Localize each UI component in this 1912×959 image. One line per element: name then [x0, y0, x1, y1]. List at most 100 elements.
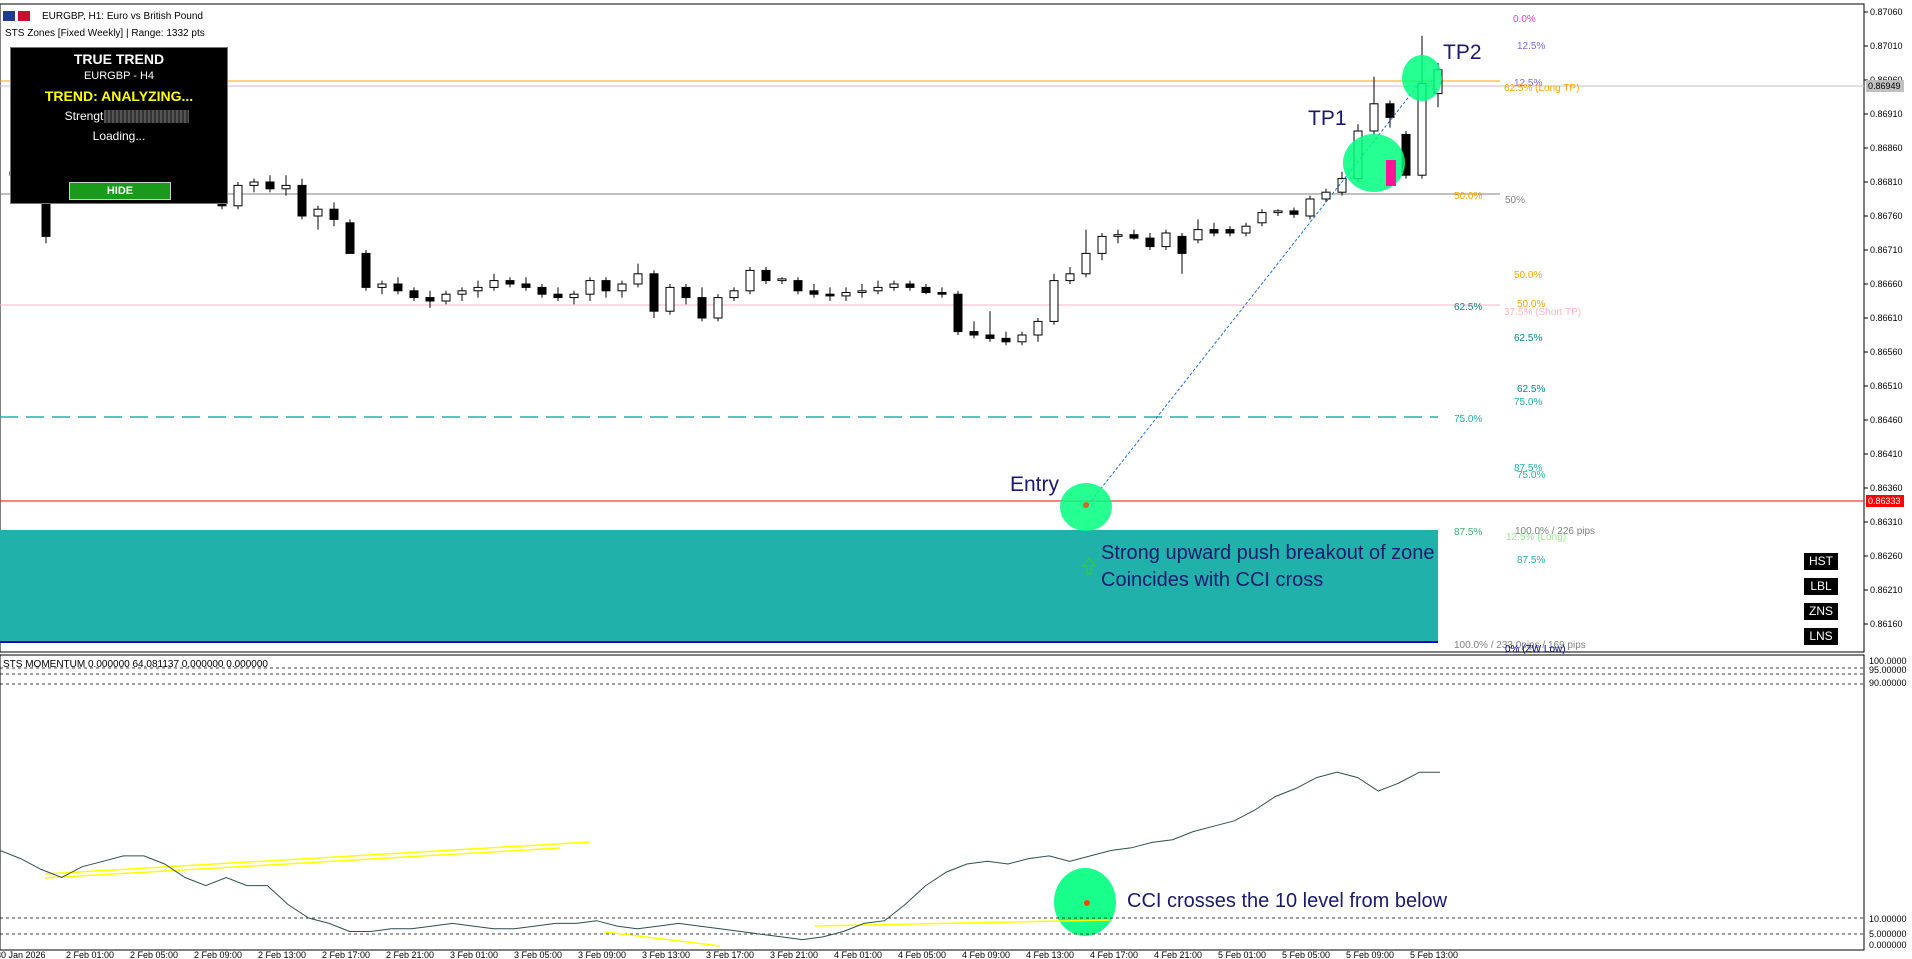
time-tick-label: 4 Feb 17:00	[1090, 950, 1138, 959]
cci-dot	[1084, 900, 1090, 906]
momentum-line	[0, 771, 1440, 941]
level-label: 0.000000	[1869, 940, 1907, 950]
symbol-title: EURGBP, H1: Euro vs British Pound	[42, 11, 203, 22]
time-tick-label: 3 Feb 21:00	[770, 950, 818, 959]
price-tick-label: 0.86660	[1870, 279, 1903, 289]
price-tick-label: 0.86510	[1870, 381, 1903, 391]
fib-label: 0.0%	[1513, 14, 1536, 25]
time-axis: 30 Jan 2026 2 Feb 01:00 2 Feb 05:00 2 Feb 0…	[0, 950, 1458, 959]
candle-body	[249, 181, 259, 186]
candle-body	[569, 293, 579, 299]
candle-body	[1129, 234, 1139, 239]
level-label: 5.000000	[1869, 929, 1907, 939]
level-label: 90.00000	[1869, 678, 1907, 688]
candle-body	[681, 286, 691, 299]
fib-label: 62.5%	[1517, 384, 1545, 395]
price-tick-label: 0.86310	[1870, 517, 1903, 527]
candle-body	[1081, 252, 1091, 275]
time-tick-label: 3 Feb 05:00	[514, 950, 562, 959]
price-tick-label: 0.87060	[1870, 7, 1903, 17]
candle-body	[1369, 103, 1379, 132]
candle-body	[697, 297, 707, 319]
candle-body	[313, 208, 323, 217]
price-tick-label: 0.86260	[1870, 551, 1903, 561]
candle-body	[521, 283, 531, 288]
zns-button[interactable]: ZNS	[1804, 603, 1838, 620]
candle-body	[1193, 229, 1203, 241]
candle-body	[377, 283, 387, 288]
candle-body	[905, 283, 915, 288]
time-tick-label: 4 Feb 13:00	[1026, 950, 1074, 959]
level-label: 10.00000	[1869, 914, 1907, 924]
candle-body	[665, 286, 675, 312]
candle-body	[633, 273, 643, 285]
candle-body	[441, 293, 451, 302]
time-tick-label: 5 Feb 09:00	[1346, 950, 1394, 959]
fib-label: 62.5%	[1454, 302, 1482, 313]
strength-bar	[104, 110, 189, 123]
candle-body	[425, 297, 435, 302]
breakout-note-line1: Strong upward push breakout of zone	[1101, 542, 1435, 564]
candle-body	[777, 278, 787, 282]
candle-body	[617, 283, 627, 292]
panel-title: TRUE TREND	[73, 51, 165, 67]
hide-button[interactable]: HIDE	[69, 182, 171, 200]
candle-body	[729, 290, 739, 299]
candle-body	[1257, 212, 1267, 224]
tp2-highlight	[1402, 55, 1442, 101]
candle-body	[889, 283, 899, 288]
price-tick-label: 0.86360	[1870, 483, 1903, 493]
time-tick-label: 5 Feb 01:00	[1218, 950, 1266, 959]
panel-trend: TREND: ANALYZING...	[44, 88, 194, 104]
candle-body	[969, 331, 979, 336]
candle-body	[1033, 320, 1043, 336]
candle-body	[601, 280, 611, 292]
candle-body	[985, 334, 995, 339]
fib-label: 50.0%	[1454, 191, 1482, 202]
fib-labels: 0.0% 12.5% 12.5% 62.5% (Long TP) 50.0% 5…	[1454, 14, 1595, 655]
candle-body	[361, 252, 371, 288]
candle-body	[1241, 225, 1251, 234]
candle-body	[921, 286, 931, 293]
candle-body	[409, 290, 419, 299]
price-tick-label: 0.86460	[1870, 415, 1903, 425]
candle-body	[1385, 103, 1395, 118]
candle-body	[473, 286, 483, 292]
fib-label: 50%	[1505, 195, 1525, 206]
candle-body	[793, 280, 803, 292]
time-tick-label: 4 Feb 09:00	[962, 950, 1010, 959]
hst-button[interactable]: HST	[1804, 553, 1838, 570]
yellow-trendline-3	[604, 931, 721, 947]
candle-body	[1273, 210, 1283, 214]
time-tick-label: 2 Feb 21:00	[386, 950, 434, 959]
candle-body	[457, 290, 467, 295]
candle-body	[1321, 191, 1331, 200]
fib-label: 87.5%	[1454, 527, 1482, 538]
lns-button[interactable]: LNS	[1804, 628, 1838, 645]
price-tick-label: 0.86160	[1870, 619, 1903, 629]
candle-body	[1145, 237, 1155, 248]
cci-note: CCI crosses the 10 level from below	[1127, 890, 1448, 912]
lbl-button[interactable]: LBL	[1804, 578, 1838, 595]
time-tick-label: 3 Feb 09:00	[578, 950, 626, 959]
fib-label: 50.0%	[1514, 270, 1542, 281]
price-tick-label: 0.86610	[1870, 313, 1903, 323]
fib-label: 0% (ZW Low)	[1505, 644, 1566, 655]
level-label: 95.00000	[1869, 665, 1907, 675]
yellow-trendline-1	[44, 841, 591, 875]
candle-body	[761, 269, 771, 282]
time-tick-label: 3 Feb 13:00	[642, 950, 690, 959]
current-price-tag: 0.86949	[1868, 81, 1901, 91]
time-tick-label: 4 Feb 01:00	[834, 950, 882, 959]
fib-label: 100.0% / 226 pips	[1515, 526, 1595, 537]
yellow-trendline-2	[44, 847, 561, 879]
indicator-label: STS MOMENTUM 0.000000 64.081137 0.000000…	[3, 659, 268, 670]
candle-body	[1161, 232, 1171, 248]
fib-label: 12.5% (Long)	[1506, 532, 1566, 543]
fib-label: 62.5%	[1514, 333, 1542, 344]
fib-label: 87.5%	[1517, 555, 1545, 566]
candle-body	[297, 184, 307, 217]
entry-dot	[1083, 502, 1089, 508]
candle-body	[1177, 235, 1187, 254]
